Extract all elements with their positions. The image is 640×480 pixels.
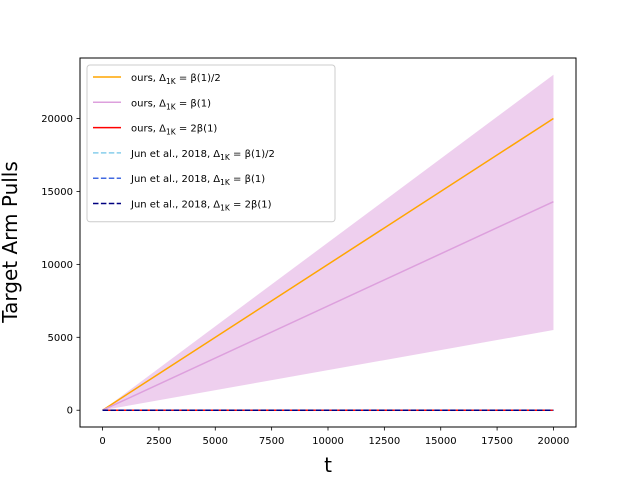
legend-label-4: Jun et al., 2018, Δ1K = β(1)/2 [130, 149, 275, 162]
x-tick-label: 15000 [425, 436, 457, 447]
x-tick-label: 10000 [312, 436, 344, 447]
confidence-band-2 [102, 74, 554, 411]
series-line-1 [102, 117, 554, 411]
y-tick-label: 20000 [41, 114, 73, 125]
y-tick-label: 10000 [41, 260, 73, 271]
x-tick-label: 5000 [203, 436, 228, 447]
x-tick-label: 12500 [368, 436, 400, 447]
legend-box [86, 64, 336, 223]
legend: ours, Δ1K = β(1)/2 ours, Δ1K = β(1) ours, … [86, 64, 336, 223]
legend-label-1: ours, Δ1K = β(1)/2 [131, 73, 221, 86]
x-tick-label: 2500 [146, 436, 171, 447]
legend-label-5: Jun et al., 2018, Δ1K = β(1) [130, 174, 265, 187]
legend-label-6: Jun et al., 2018, Δ1K = 2β(1) [130, 200, 272, 213]
x-tick-label: 17500 [481, 436, 513, 447]
y-axis-label: Target Arm Pulls [0, 161, 22, 324]
x-tick-label: 20000 [538, 436, 570, 447]
legend-label-2: ours, Δ1K = β(1) [131, 98, 211, 111]
y-tick-label: 5000 [48, 333, 73, 344]
x-tick-label: 0 [99, 436, 105, 447]
plot-area-frame [79, 57, 577, 428]
y-tick-label: 15000 [41, 187, 73, 198]
legend-label-3: ours, Δ1K = 2β(1) [131, 124, 217, 137]
confidence-band-layer [102, 74, 554, 411]
ticks-layer: 0 2500 5000 7500 10000 12500 15000 17500 20000 0 5… [41, 114, 569, 447]
y-tick-label: 0 [67, 406, 73, 417]
series-line-2 [102, 200, 554, 411]
x-tick-label: 7500 [259, 436, 284, 447]
series-lines-layer [102, 117, 554, 411]
x-axis-label: t [324, 453, 332, 477]
